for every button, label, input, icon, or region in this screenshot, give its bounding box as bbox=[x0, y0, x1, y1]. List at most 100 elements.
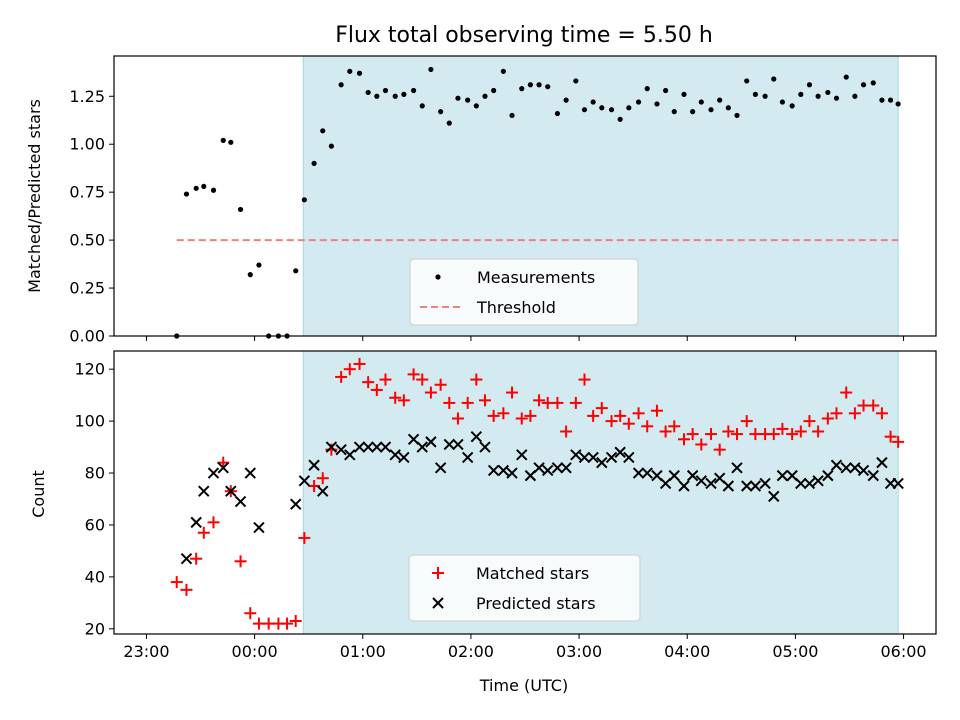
chart-title: Flux total observing time = 5.50 h bbox=[335, 23, 713, 48]
top-y-tick-label: 0.75 bbox=[69, 183, 105, 202]
measurement-point bbox=[382, 87, 389, 94]
predicted-star-stroke-b bbox=[317, 485, 329, 497]
predicted-star-stroke-b bbox=[487, 464, 500, 477]
measurement-point bbox=[734, 112, 740, 119]
predicted-star-stroke-b bbox=[407, 433, 420, 445]
matched-star-point bbox=[776, 422, 789, 435]
top-y-tick-label: 1.00 bbox=[69, 135, 105, 154]
predicted-star-stroke-b bbox=[198, 485, 210, 497]
matched-star-point bbox=[713, 443, 726, 456]
matched-star-point bbox=[379, 373, 392, 386]
predicted-star-stroke-b bbox=[244, 467, 256, 479]
bottom-x-tick-label: 01:00 bbox=[340, 642, 386, 661]
matched-star-point bbox=[867, 399, 880, 412]
measurement-point bbox=[762, 93, 768, 99]
matched-star-point bbox=[677, 433, 690, 446]
measurement-point bbox=[347, 68, 353, 74]
legend-threshold-label: Threshold bbox=[476, 298, 556, 317]
matched-star-point bbox=[740, 415, 753, 428]
measurement-point bbox=[663, 87, 669, 94]
bottom-y-tick-label: 60 bbox=[85, 515, 105, 534]
predicted-star-stroke-b bbox=[695, 475, 708, 487]
legend-matched-label: Matched stars bbox=[476, 564, 589, 583]
matched-star-point bbox=[170, 576, 183, 589]
predicted-star-point bbox=[795, 477, 807, 490]
predicted-star-stroke-b bbox=[741, 480, 753, 492]
measurement-point bbox=[201, 183, 207, 190]
measurement-point bbox=[698, 99, 704, 105]
predicted-star-stroke-b bbox=[749, 480, 762, 492]
bottom-y-tick-label: 120 bbox=[74, 360, 105, 379]
predicted-star-point bbox=[487, 464, 500, 477]
top-legend: Measurements Threshold bbox=[409, 258, 639, 326]
predicted-star-stroke-b bbox=[867, 469, 879, 482]
measurement-point bbox=[599, 105, 605, 111]
matched-star-point bbox=[641, 420, 654, 433]
matched-star-point bbox=[695, 438, 708, 451]
predicted-star-point bbox=[344, 449, 356, 461]
matched-star-point bbox=[524, 409, 537, 422]
predicted-star-point bbox=[668, 469, 680, 482]
measurement-point bbox=[527, 82, 534, 88]
matched-star-point bbox=[840, 386, 853, 399]
matched-star-point bbox=[506, 386, 519, 399]
matched-star-point bbox=[614, 409, 627, 422]
matched-star-point bbox=[370, 383, 383, 396]
legend-measurements-marker bbox=[435, 274, 441, 280]
predicted-star-point bbox=[298, 475, 311, 487]
predicted-star-stroke-b bbox=[344, 449, 356, 461]
matched-star-point bbox=[794, 425, 807, 438]
top-y-axis-label: Matched/Predicted stars bbox=[25, 99, 44, 293]
matched-star-point bbox=[812, 425, 825, 438]
matched-star-point bbox=[451, 412, 464, 425]
predicted-star-stroke-b bbox=[668, 469, 680, 482]
bottom-x-tick-label: 06:00 bbox=[880, 642, 926, 661]
predicted-star-point bbox=[551, 462, 564, 474]
predicted-star-point bbox=[190, 516, 202, 529]
predicted-star-stroke-b bbox=[731, 462, 743, 474]
measurement-point bbox=[833, 95, 840, 101]
predicted-star-point bbox=[234, 495, 247, 508]
predicted-star-stroke-b bbox=[623, 451, 635, 464]
matched-star-point bbox=[892, 435, 905, 448]
matched-star-point bbox=[722, 425, 735, 438]
predicted-star-point bbox=[840, 462, 852, 474]
predicted-star-point bbox=[425, 436, 437, 448]
matched-star-point bbox=[767, 428, 780, 441]
measurement-point bbox=[374, 93, 380, 99]
predicted-star-stroke-b bbox=[289, 498, 302, 510]
predicted-star-point bbox=[892, 477, 904, 490]
bottom-x-tick-label: 02:00 bbox=[448, 642, 494, 661]
measurement-point bbox=[563, 97, 569, 103]
predicted-star-stroke-b bbox=[542, 464, 554, 477]
predicted-star-point bbox=[180, 552, 193, 565]
matched-star-point bbox=[424, 386, 437, 399]
bottom-x-tick-label: 00:00 bbox=[232, 642, 278, 661]
predicted-star-stroke-b bbox=[722, 480, 735, 492]
matched-star-point bbox=[343, 363, 356, 376]
predicted-star-stroke-b bbox=[443, 438, 455, 451]
predicted-star-stroke-b bbox=[596, 456, 608, 469]
matched-star-point bbox=[234, 555, 247, 568]
predicted-star-point bbox=[876, 456, 888, 469]
legend-predicted-marker bbox=[432, 597, 444, 609]
predicted-star-point bbox=[705, 477, 717, 490]
matched-star-point bbox=[605, 415, 618, 428]
top-y-tick-label: 1.25 bbox=[69, 87, 105, 106]
matched-star-point bbox=[622, 417, 635, 430]
predicted-star-point bbox=[623, 451, 635, 464]
predicted-star-point bbox=[398, 451, 410, 464]
measurement-point bbox=[860, 82, 867, 88]
matched-star-point bbox=[659, 425, 672, 438]
predicted-star-point bbox=[741, 480, 753, 492]
predicted-star-point bbox=[849, 462, 861, 474]
predicted-star-stroke-b bbox=[822, 469, 834, 482]
predicted-star-stroke-b bbox=[632, 467, 645, 479]
predicted-star-point bbox=[461, 451, 474, 464]
matched-star-point bbox=[560, 425, 573, 438]
measurement-point bbox=[210, 187, 217, 193]
predicted-star-point bbox=[560, 462, 572, 474]
matched-star-point bbox=[389, 391, 402, 404]
predicted-star-stroke-b bbox=[795, 477, 807, 490]
measurement-point bbox=[320, 128, 326, 134]
